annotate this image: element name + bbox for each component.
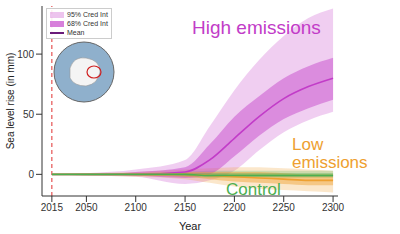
html-text:Mean: Mean — [67, 29, 85, 36]
html-text:95% Cred Int: 95% Cred Int — [67, 11, 108, 18]
svg-text:50: 50 — [23, 109, 35, 120]
svg-text:2150: 2150 — [174, 202, 197, 213]
svg-text:100: 100 — [17, 49, 34, 60]
svg-text:2250: 2250 — [273, 202, 296, 213]
html-text:Low emissions: Low emissions — [292, 135, 368, 172]
html-text:High emissions: High emissions — [192, 17, 321, 38]
svg-text:2200: 2200 — [223, 202, 246, 213]
html-text:68% Cred Int: 68% Cred Int — [67, 20, 108, 27]
svg-text:0: 0 — [28, 169, 34, 180]
svg-text:2100: 2100 — [125, 202, 148, 213]
svg-text:2015: 2015 — [41, 202, 64, 213]
svg-text:Sea level rise (in mm): Sea level rise (in mm) — [8, 53, 16, 150]
svg-text:Year: Year — [179, 220, 202, 232]
svg-text:2300: 2300 — [322, 202, 345, 213]
svg-text:2050: 2050 — [75, 202, 98, 213]
html-text:Control: Control — [226, 180, 281, 199]
